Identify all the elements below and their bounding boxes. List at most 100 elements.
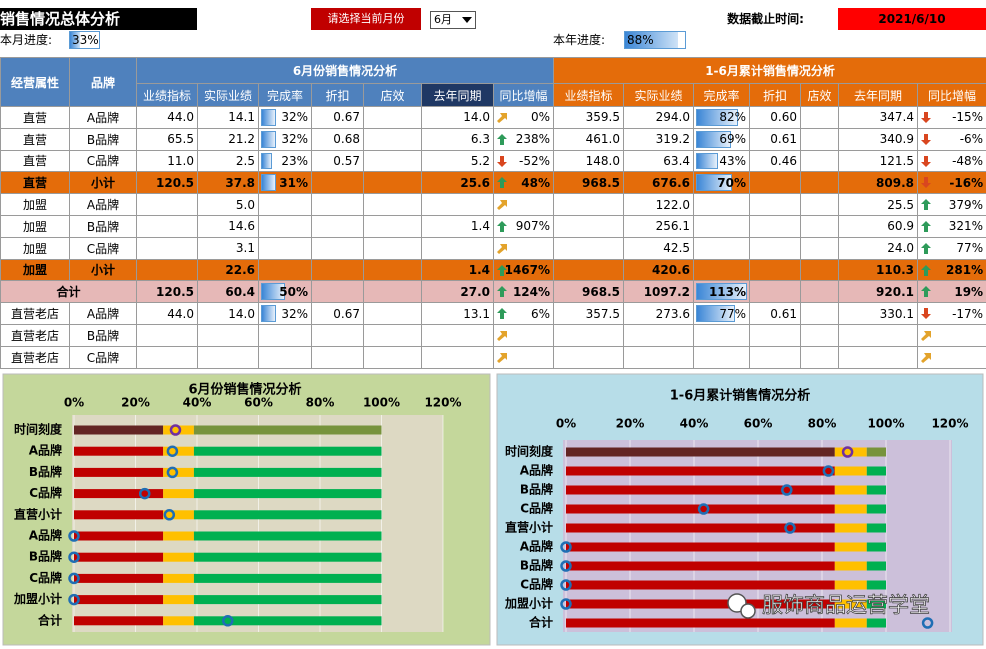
zone-bar [834,523,867,533]
cell: 2.5 [197,149,259,173]
cell: -48% [917,149,986,173]
zone-bar [163,489,194,499]
zone-bar [74,595,164,605]
cell: 0.67 [311,106,364,129]
trend-icon [497,352,507,363]
cell: 48% [492,171,555,195]
progress-marker [560,560,572,572]
cell [838,345,919,369]
zone-bar [74,446,164,456]
cell-text: 5.2 [470,153,490,168]
group-header: 经营属性 [0,57,70,107]
cell: 14.1 [197,106,259,129]
zone-bar [834,561,867,571]
column-header: 去年同期 [838,83,919,107]
zone-bar [566,561,835,571]
cell-text: 357.5 [585,306,621,321]
cell [917,345,986,369]
cell [623,323,695,347]
progress-marker [166,445,179,457]
cell: 0.60 [749,106,802,129]
cell: C品牌 [69,236,137,260]
cell-text: 25.6 [460,175,490,190]
cell: 19% [917,280,986,304]
cell [136,258,198,282]
cell: 907% [492,214,555,238]
y-tick-label: B品牌 [520,482,553,497]
cell [258,236,312,260]
cell-text: 0.57 [333,153,360,168]
trend-icon [921,242,932,254]
cell: B品牌 [69,323,137,347]
progress-bar [625,32,678,48]
cell: 37.8 [197,171,259,195]
rate-label: 69% [719,132,747,147]
zone-bar [74,552,164,562]
cell: 0.46 [749,149,802,173]
cell [421,323,494,347]
y-tick-label: C品牌 [520,577,553,592]
cell [363,280,422,304]
trend-icon [921,133,932,145]
column-header: 实际业绩 [197,83,259,107]
cell-text: 直营 [22,154,47,169]
zone-bar [866,447,886,457]
y-tick-label: C品牌 [29,485,62,500]
column-header: 完成率 [258,83,312,107]
cell-text: 461.0 [585,132,621,147]
cell: 120.5 [136,171,198,195]
cell-text: 14.1 [228,110,255,125]
cell-text: 6.3 [470,132,490,147]
cell [258,258,312,282]
y-tick-label: C品牌 [520,501,553,516]
cell: 43% [693,149,751,173]
month-dropdown[interactable]: 6月 [430,11,476,29]
cell: 330.1 [838,302,919,325]
cell: -16% [917,171,986,195]
cell-text: 合计 [56,285,81,300]
cell: 5.2 [421,149,494,173]
cell: 238% [492,127,555,151]
month-progress: 33% [69,31,100,49]
x-tick-label: 40% [680,417,709,431]
zone-bar [74,510,164,520]
cell [311,258,364,282]
cell: 11.0 [136,149,198,173]
zone-bar [74,531,164,541]
x-tick-label: 40% [183,396,212,410]
progress-marker [841,446,854,458]
cell-text: 25.5 [887,197,915,212]
cell: 676.6 [623,171,695,195]
cell: 77% [917,236,986,260]
cell [363,106,422,129]
cell: 0.61 [749,302,802,325]
cell-text: 148.0 [585,153,621,168]
cell: 77% [693,302,751,325]
cell [311,171,364,195]
progress-marker [784,522,796,534]
trend-icon [921,330,932,341]
cell [553,193,625,216]
cell-text: 直营 [22,110,47,125]
data-row: 直营 小计 120.5 37.8 31% 25.6 48% 968.5 676.6 70% 809.… [0,171,986,195]
cell: 1097.2 [623,280,695,304]
cell-text: 24.0 [887,241,915,256]
cell-text: 48% [521,175,551,190]
cell [749,280,802,304]
cell [311,345,364,369]
data-row: 直营 A品牌 44.0 14.1 32% 0.67 14.0 0% 359.5 294.0 82% 0… [0,106,986,129]
cell-text: 0.61 [770,306,798,321]
cell: 31% [258,171,312,195]
zone-bar [566,523,835,533]
cell: 25.6 [421,171,494,195]
cell-text: 5.0 [235,197,255,212]
cell [136,345,198,369]
zone-bar [163,595,194,605]
zone-bar [74,489,164,499]
cell: 32% [258,302,312,325]
cell-text: C品牌 [86,241,120,256]
header-row: 经营属性 品牌 6月份销售情况分析 1-6月累计销售情况分析 [0,57,986,107]
cell: 14.0 [421,106,494,129]
cell-text: 347.4 [879,110,915,125]
cell: B品牌 [69,214,137,238]
